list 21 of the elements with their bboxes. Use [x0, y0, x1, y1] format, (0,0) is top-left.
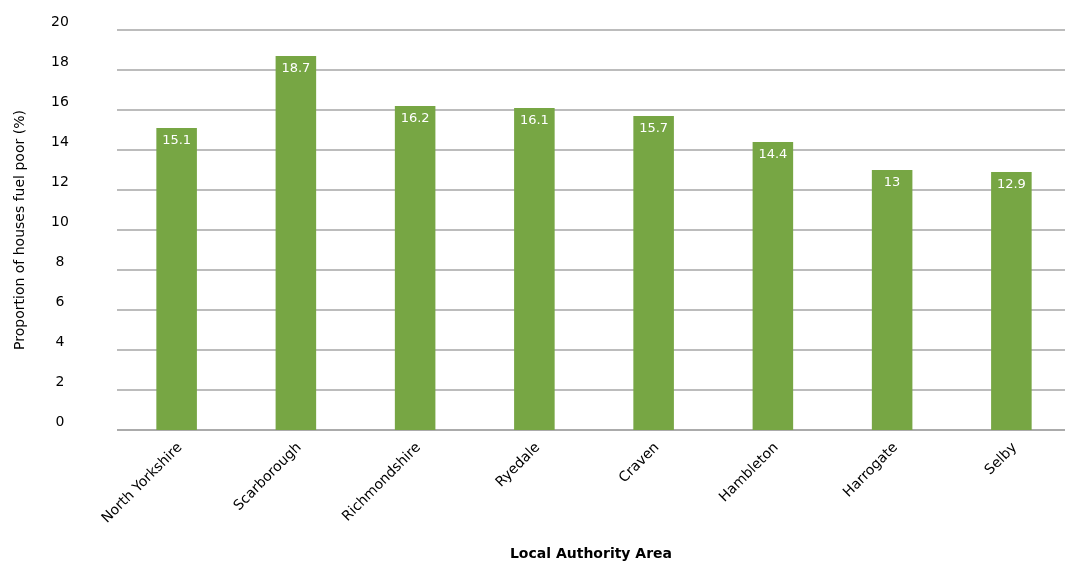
data-label: 15.7 — [639, 120, 669, 135]
data-label: 16.1 — [519, 112, 549, 127]
data-label: 13 — [883, 174, 901, 189]
y-tick-label: 20 — [51, 13, 69, 29]
y-tick-label: 18 — [51, 53, 69, 69]
y-tick-label: 10 — [51, 213, 69, 229]
data-label: 16.2 — [400, 110, 430, 125]
data-label: 18.7 — [281, 60, 311, 75]
y-axis-title: Proportion of houses fuel poor (%) — [11, 110, 27, 350]
y-tick-label: 6 — [55, 293, 65, 309]
y-tick-label: 14 — [51, 133, 69, 149]
x-axis-title: Local Authority Area — [509, 545, 673, 561]
y-tick-label: 0 — [55, 413, 65, 429]
y-tick-label: 16 — [51, 93, 69, 109]
y-tick-label: 2 — [55, 373, 65, 389]
data-label: 15.1 — [162, 132, 192, 147]
data-label: 14.4 — [758, 146, 788, 161]
y-tick-label: 12 — [51, 173, 69, 189]
y-tick-label: 4 — [55, 333, 65, 349]
y-tick-label: 8 — [55, 253, 65, 269]
data-label: 12.9 — [996, 176, 1026, 191]
